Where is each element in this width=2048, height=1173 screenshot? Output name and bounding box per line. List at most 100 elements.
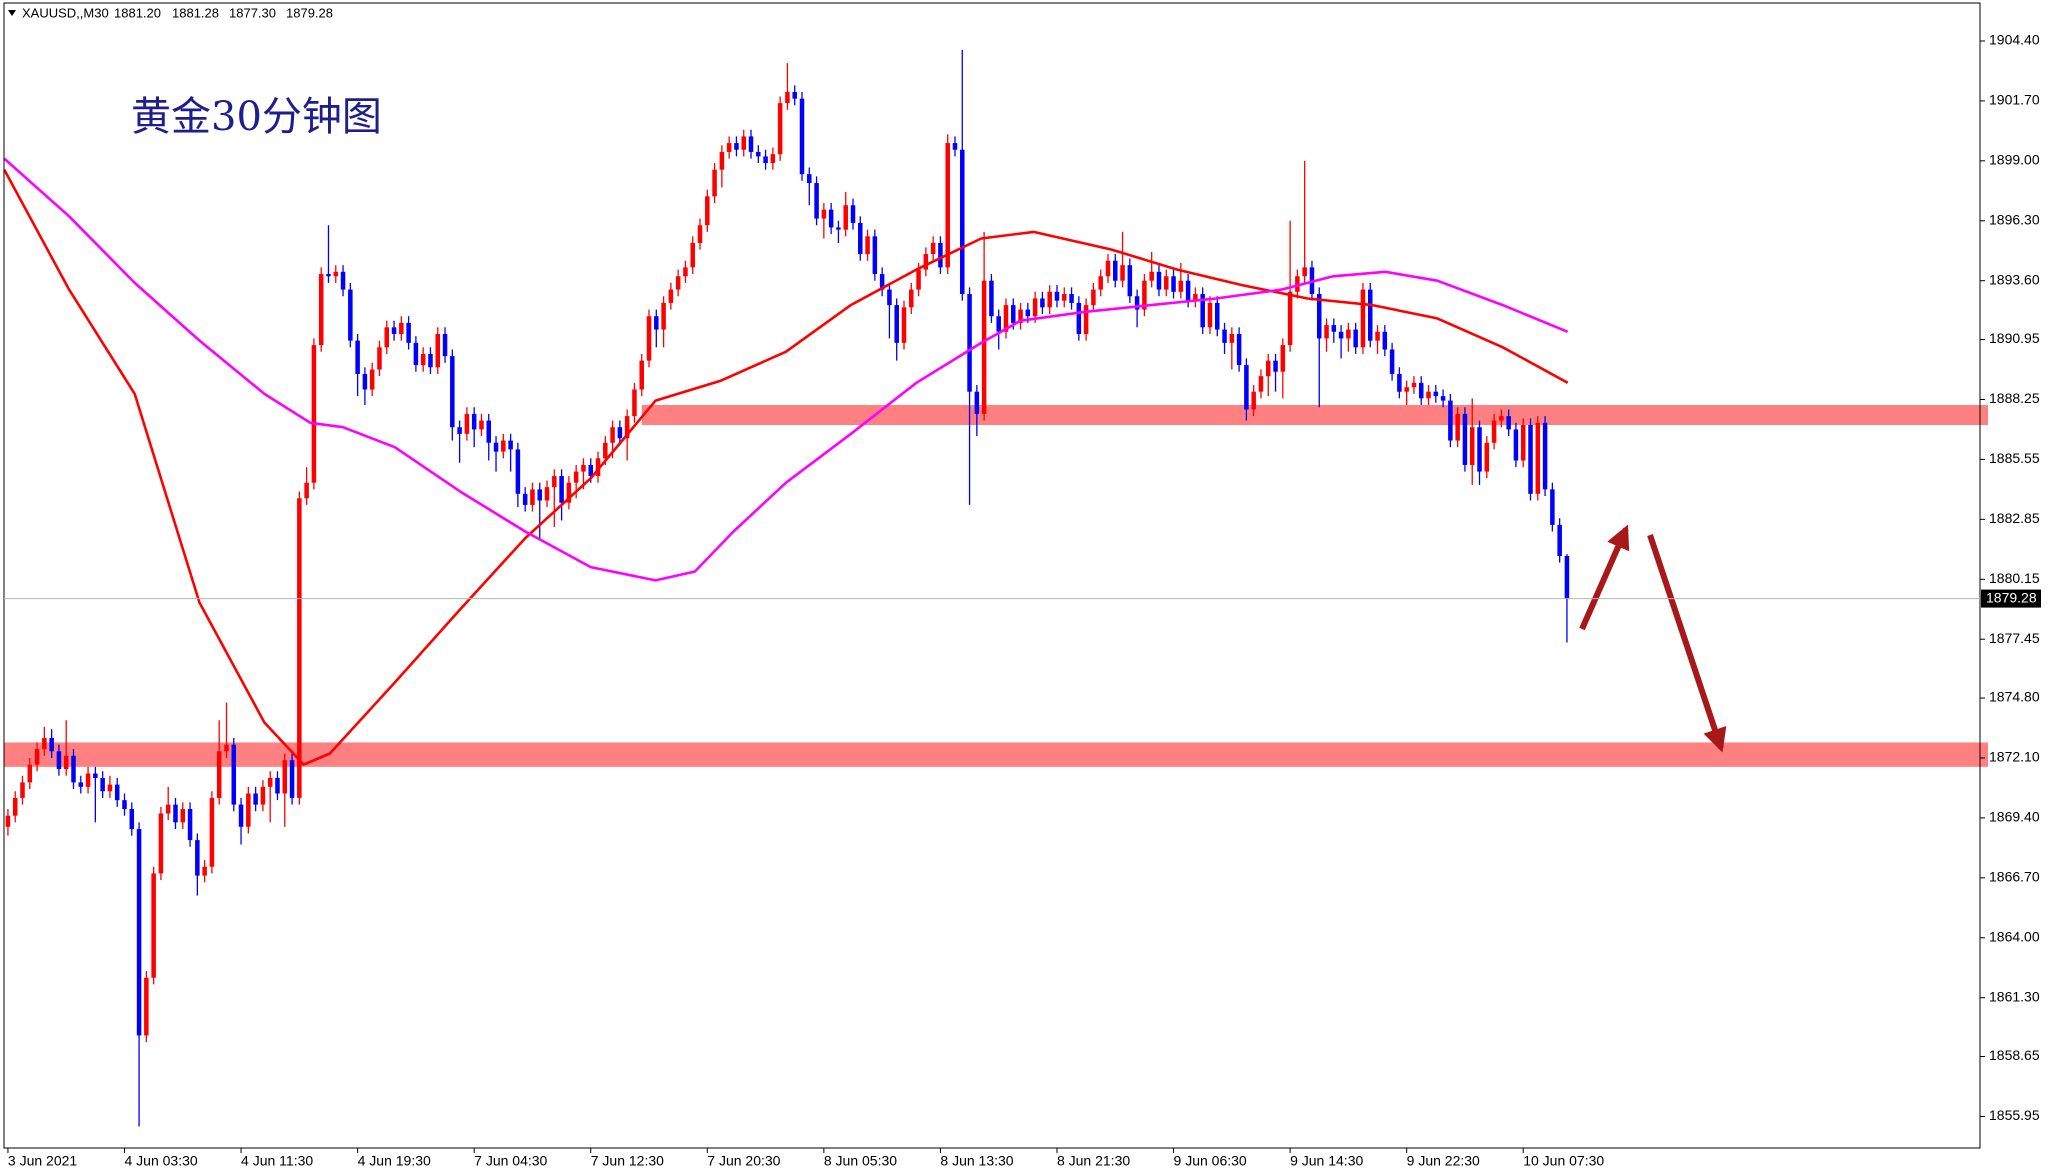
candle-body	[399, 322, 404, 334]
candle-body	[202, 866, 207, 876]
x-tick-label: 7 Jun 20:30	[707, 1153, 780, 1169]
candle-body	[1484, 442, 1490, 472]
candle-body	[1164, 276, 1169, 290]
candle-body	[165, 804, 171, 814]
candle-body	[1360, 289, 1366, 348]
y-tick-label: 1896.30	[1989, 211, 2040, 227]
candle-body	[909, 289, 914, 308]
x-tick-label: 7 Jun 12:30	[591, 1153, 664, 1169]
candle-body	[1506, 416, 1511, 430]
candle-body	[930, 242, 936, 255]
candle-body	[697, 225, 703, 243]
candle-body	[1091, 289, 1096, 306]
y-tick-label: 1855.95	[1989, 1107, 2040, 1123]
candle-body	[887, 289, 892, 306]
y-tick-label: 1872.10	[1989, 749, 2040, 765]
y-tick-label: 1885.55	[1989, 450, 2040, 466]
candle-body	[275, 777, 280, 794]
plot	[3, 49, 1570, 1127]
candle-body	[129, 809, 135, 830]
candle-body	[413, 342, 419, 366]
chart-annotation: 黄金30分钟图	[131, 94, 382, 140]
y-tick-label: 1864.00	[1989, 928, 2040, 944]
candle-body	[260, 786, 266, 805]
candle-body	[1426, 391, 1431, 399]
candle-body	[996, 316, 1001, 332]
candle-body	[952, 143, 958, 150]
candle-body	[1018, 309, 1023, 323]
candle-body	[508, 440, 513, 450]
candle-body	[675, 276, 681, 290]
candle-body	[355, 340, 360, 374]
candle-body	[114, 784, 120, 801]
candle-body	[756, 151, 761, 157]
candle-body	[1142, 280, 1147, 310]
candle-body	[71, 755, 76, 783]
candle-body	[1069, 294, 1074, 303]
candle-body	[267, 777, 273, 787]
candle-body	[493, 442, 499, 452]
candle-body	[1062, 294, 1067, 301]
y-tick-label: 1890.95	[1989, 330, 2040, 346]
candle-body	[1404, 387, 1409, 392]
candle-body	[1557, 524, 1562, 556]
menu-icon[interactable]	[8, 10, 16, 16]
candle-body	[632, 389, 637, 417]
candle-body	[661, 302, 666, 330]
candle-body	[471, 413, 477, 430]
y-tick-label: 1901.70	[1989, 92, 2040, 108]
y-tick-label: 1858.65	[1989, 1047, 2040, 1063]
candle-body	[639, 360, 644, 390]
candle-body	[683, 267, 688, 277]
candle-body	[457, 427, 462, 434]
candle-body	[27, 764, 33, 783]
candle-body	[158, 813, 164, 874]
candle-body	[1200, 294, 1205, 328]
candle-body	[807, 174, 812, 184]
candle-body	[34, 749, 40, 765]
candle-body	[938, 242, 943, 268]
candle-body	[1251, 391, 1256, 410]
plot-frame	[3, 2, 1981, 1149]
candle-body	[522, 493, 528, 505]
header-close: 1879.28	[286, 5, 333, 20]
candle-body	[537, 489, 543, 501]
candle-body	[333, 271, 339, 277]
x-tick-label: 8 Jun 05:30	[824, 1153, 897, 1169]
candle-body	[1440, 396, 1446, 401]
candle-body	[224, 744, 229, 752]
x-tick-label: 3 Jun 2021	[8, 1153, 77, 1169]
candle-body	[78, 782, 84, 787]
candle-body	[654, 316, 659, 330]
y-tick-label: 1882.85	[1989, 510, 2040, 526]
candle-body	[974, 391, 980, 414]
candle-body	[836, 227, 841, 230]
candle-body	[1418, 382, 1424, 399]
candle-body	[362, 373, 368, 390]
candle-body	[1513, 429, 1519, 461]
candle-body	[799, 98, 805, 175]
candle-body	[304, 482, 309, 499]
candle-body	[1375, 331, 1380, 341]
candle-body	[530, 489, 535, 505]
candle-body	[588, 464, 593, 477]
x-tick-label: 4 Jun 19:30	[358, 1153, 431, 1169]
candle-body	[850, 205, 856, 223]
candle-body	[1542, 422, 1548, 490]
candle-body	[1244, 365, 1249, 410]
candle-body	[1047, 291, 1052, 308]
candle-body	[12, 797, 18, 816]
x-tick-label: 4 Jun 03:30	[124, 1153, 197, 1169]
candle-body	[100, 777, 105, 792]
candle-body	[195, 840, 200, 876]
candle-body	[1331, 325, 1337, 332]
candle-body	[1448, 400, 1453, 441]
candle-body	[93, 773, 98, 778]
candle-body	[56, 751, 62, 770]
candle-body	[1127, 265, 1133, 297]
candle-body	[814, 183, 819, 219]
y-tick-label: 1880.15	[1989, 570, 2040, 586]
candle-body	[573, 471, 579, 483]
candle-body	[828, 209, 834, 228]
candle-body	[1433, 391, 1439, 397]
